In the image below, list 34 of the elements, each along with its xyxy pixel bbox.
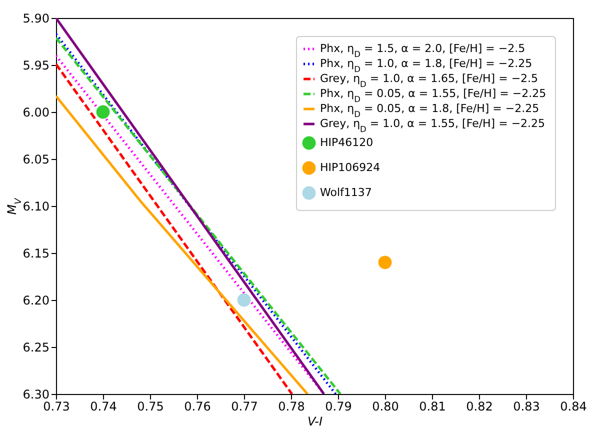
x-tick-label: 0.78	[278, 400, 305, 414]
point	[378, 256, 392, 270]
y-tick-label: 6.00	[22, 106, 50, 120]
legend-label: Grey, η$_{D}$ = 1.0, α = 1.65, [Fe/H] = −2.5	[320, 72, 538, 89]
point	[237, 293, 251, 307]
legend-label: HIP106924	[320, 161, 380, 174]
point	[96, 105, 110, 119]
x-tick-label: 0.81	[419, 400, 446, 414]
y-tick-label: 6.10	[22, 200, 50, 214]
legend-label: Phx, η$_{D}$ = 1.0, α = 1.8, [Fe/H] = −2.25	[320, 57, 532, 74]
x-tick-label: 0.73	[43, 400, 70, 414]
y-tick-label: 6.15	[22, 246, 50, 260]
y-tick-label: 6.20	[22, 294, 50, 308]
x-tick-label: 0.74	[90, 400, 117, 414]
y-tick-label: 5.95	[22, 58, 50, 72]
y-tick-label: 5.90	[22, 12, 50, 26]
legend-label: HIP46120	[320, 136, 374, 149]
legend-label: Wolf1137	[320, 186, 372, 199]
x-tick-label: 0.84	[560, 400, 587, 414]
legend-label: Phx, η$_{D}$ = 0.05, α = 1.55, [Fe/H] = −2.25	[320, 87, 546, 104]
legend-label: Grey, η$_{D}$ = 1.0, α = 1.55, [Fe/H] = −2.25	[320, 117, 546, 134]
x-tick-label: 0.80	[372, 400, 399, 414]
legend-label: Phx, η$_{D}$ = 1.5, α = 2.0, [Fe/H] = −2.5	[320, 42, 526, 59]
x-tick-label: 0.82	[466, 400, 493, 414]
y-tick-label: 6.25	[22, 340, 50, 354]
x-tick-label: 0.83	[513, 400, 540, 414]
y-tick-label: 6.30	[22, 388, 50, 402]
legend-label: Phx, η$_{D}$ = 0.05, α = 1.8, [Fe/H] = −2.25	[320, 102, 540, 119]
x-tick-label: 0.79	[325, 400, 352, 414]
x-tick-label: 0.77	[231, 400, 258, 414]
y-tick-label: 6.05	[22, 152, 50, 166]
x-tick-label: 0.75	[137, 400, 164, 414]
x-axis-title: V-I	[307, 414, 323, 428]
x-tick-label: 0.76	[184, 400, 211, 414]
